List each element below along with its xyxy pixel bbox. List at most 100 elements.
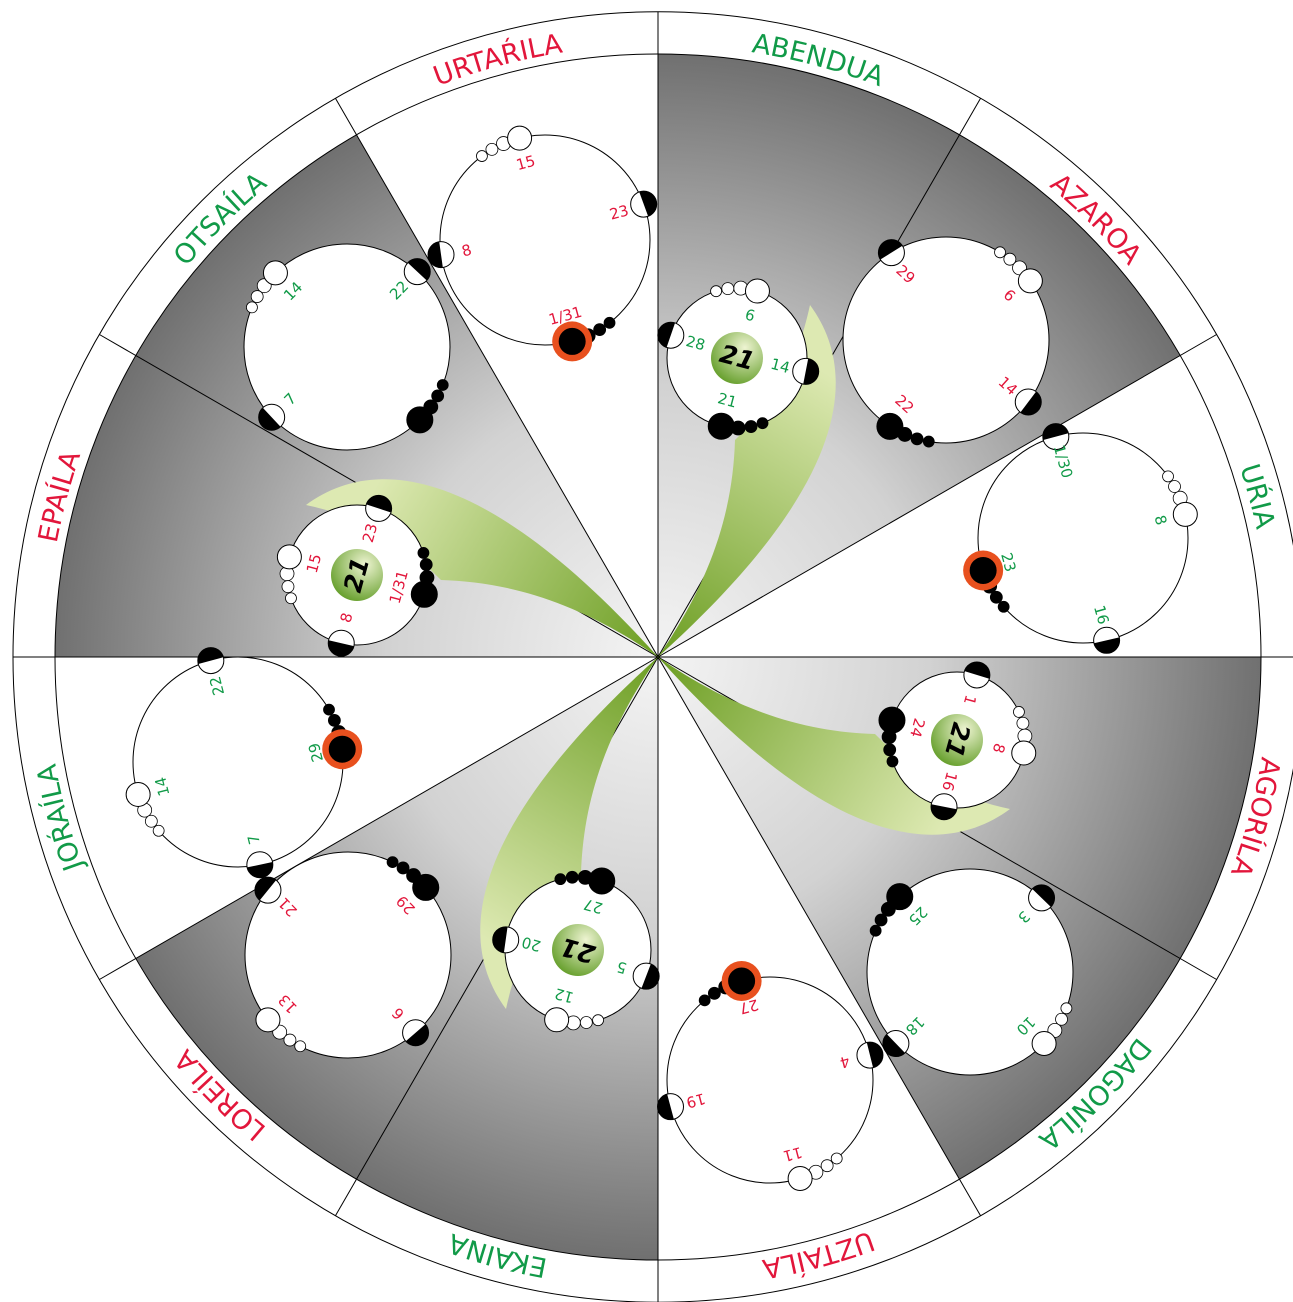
waning-dot (994, 246, 1006, 259)
waning-dot (1016, 716, 1030, 730)
waxing-dot (922, 435, 935, 448)
waning-dot (294, 1040, 307, 1053)
new-moon (878, 706, 906, 734)
day-label: 8 (460, 241, 474, 261)
highlight-ball (931, 714, 983, 766)
full-moon (1017, 268, 1043, 294)
waning-dot (476, 150, 488, 162)
day-label: 29 (305, 741, 327, 764)
waxing-dot (417, 547, 430, 559)
month-circle (439, 134, 651, 346)
quarter-moon-shade (964, 661, 990, 679)
quarter-moon-shade (328, 640, 354, 657)
waning-dot (710, 285, 722, 298)
day-label: 23 (997, 551, 1019, 574)
day-label: 16 (938, 770, 960, 793)
waning-dot (246, 301, 258, 314)
waxing-dot (997, 600, 1010, 613)
highlight-ball (552, 924, 604, 976)
day-label: 1 (960, 693, 980, 707)
quarter-moon-shade (657, 322, 676, 348)
waning-dot (830, 1152, 843, 1165)
full-moon (255, 1007, 281, 1033)
waning-dot (285, 592, 297, 605)
waning-dot (579, 1016, 593, 1029)
waning-dot (152, 824, 165, 837)
waning-dot (1162, 470, 1174, 483)
day-label: 22 (206, 674, 228, 697)
waning-dot (592, 1014, 604, 1027)
day-label: 8 (1151, 513, 1171, 527)
full-moon (544, 1007, 570, 1033)
day-label: 12 (553, 984, 576, 1006)
quarter-moon-shade (258, 407, 281, 431)
full-moon (125, 781, 151, 807)
quarter-moon-shade (1042, 423, 1069, 440)
day-label: 23 (359, 521, 381, 544)
quarter-moon-shade (247, 862, 273, 878)
highlight-ball (331, 549, 383, 601)
full-moon (744, 278, 770, 304)
day-label: 19 (684, 1089, 707, 1111)
quarter-moon-shade (1093, 637, 1120, 654)
waxing-dot (883, 743, 897, 757)
new-moon (876, 412, 904, 440)
new-moon (558, 327, 586, 355)
sector-line (657, 334, 1217, 658)
waxing-dot (593, 323, 607, 337)
full-moon (1011, 740, 1037, 766)
day-label: 7 (244, 833, 264, 847)
month-circle (666, 976, 874, 1184)
day-label: 16 (1090, 603, 1112, 626)
day-label: 24 (906, 716, 928, 739)
sector-line (99, 656, 659, 980)
waning-dot (283, 1033, 297, 1047)
waxing-dot (869, 924, 882, 937)
quarter-moon-shade (1020, 391, 1042, 415)
quarter-moon-shade (657, 1094, 674, 1120)
waxing-dot (707, 986, 721, 1000)
day-label: 8 (989, 741, 1009, 755)
month-circle (244, 851, 452, 1059)
quarter-moon-shade (641, 964, 660, 990)
quarter-moon-shade (492, 926, 508, 953)
quarter-moon-shade (931, 804, 957, 820)
waxing-dot (565, 870, 579, 884)
day-label: 15 (303, 552, 325, 575)
waning-dot (1055, 1012, 1068, 1026)
waxing-dot (396, 861, 410, 875)
month-circle (243, 243, 451, 451)
day-label: 14 (151, 775, 173, 798)
quarter-moon-shade (882, 1034, 905, 1057)
waxing-dot (698, 994, 711, 1007)
new-moon (728, 967, 756, 995)
new-moon (886, 883, 914, 911)
day-label: 27 (582, 895, 605, 917)
sector-line (657, 656, 981, 1216)
new-moon (588, 867, 616, 895)
waxing-dot (386, 856, 399, 869)
waxing-dot (323, 703, 335, 716)
month-circle (866, 868, 1074, 1076)
quarter-moon-shade (407, 258, 431, 281)
waxing-dot (554, 873, 567, 886)
waxing-dot (744, 420, 758, 433)
waning-dot (1168, 480, 1181, 493)
month-circle (842, 236, 1050, 444)
waning-dot (820, 1159, 834, 1173)
day-label: 14 (769, 355, 792, 377)
new-moon (328, 735, 356, 763)
quarter-moon-shade (866, 1042, 883, 1068)
day-label: 21 (716, 389, 739, 411)
day-label: 6 (743, 306, 757, 326)
day-label: 20 (520, 933, 543, 955)
day-label: 28 (684, 332, 707, 354)
day-label: 8 (337, 611, 357, 625)
quarter-moon-shade (428, 241, 443, 268)
highlight-ball (711, 332, 763, 384)
waxing-dot (756, 417, 769, 430)
day-label: 15 (514, 152, 537, 174)
full-moon (787, 1165, 813, 1191)
full-moon (262, 260, 288, 286)
